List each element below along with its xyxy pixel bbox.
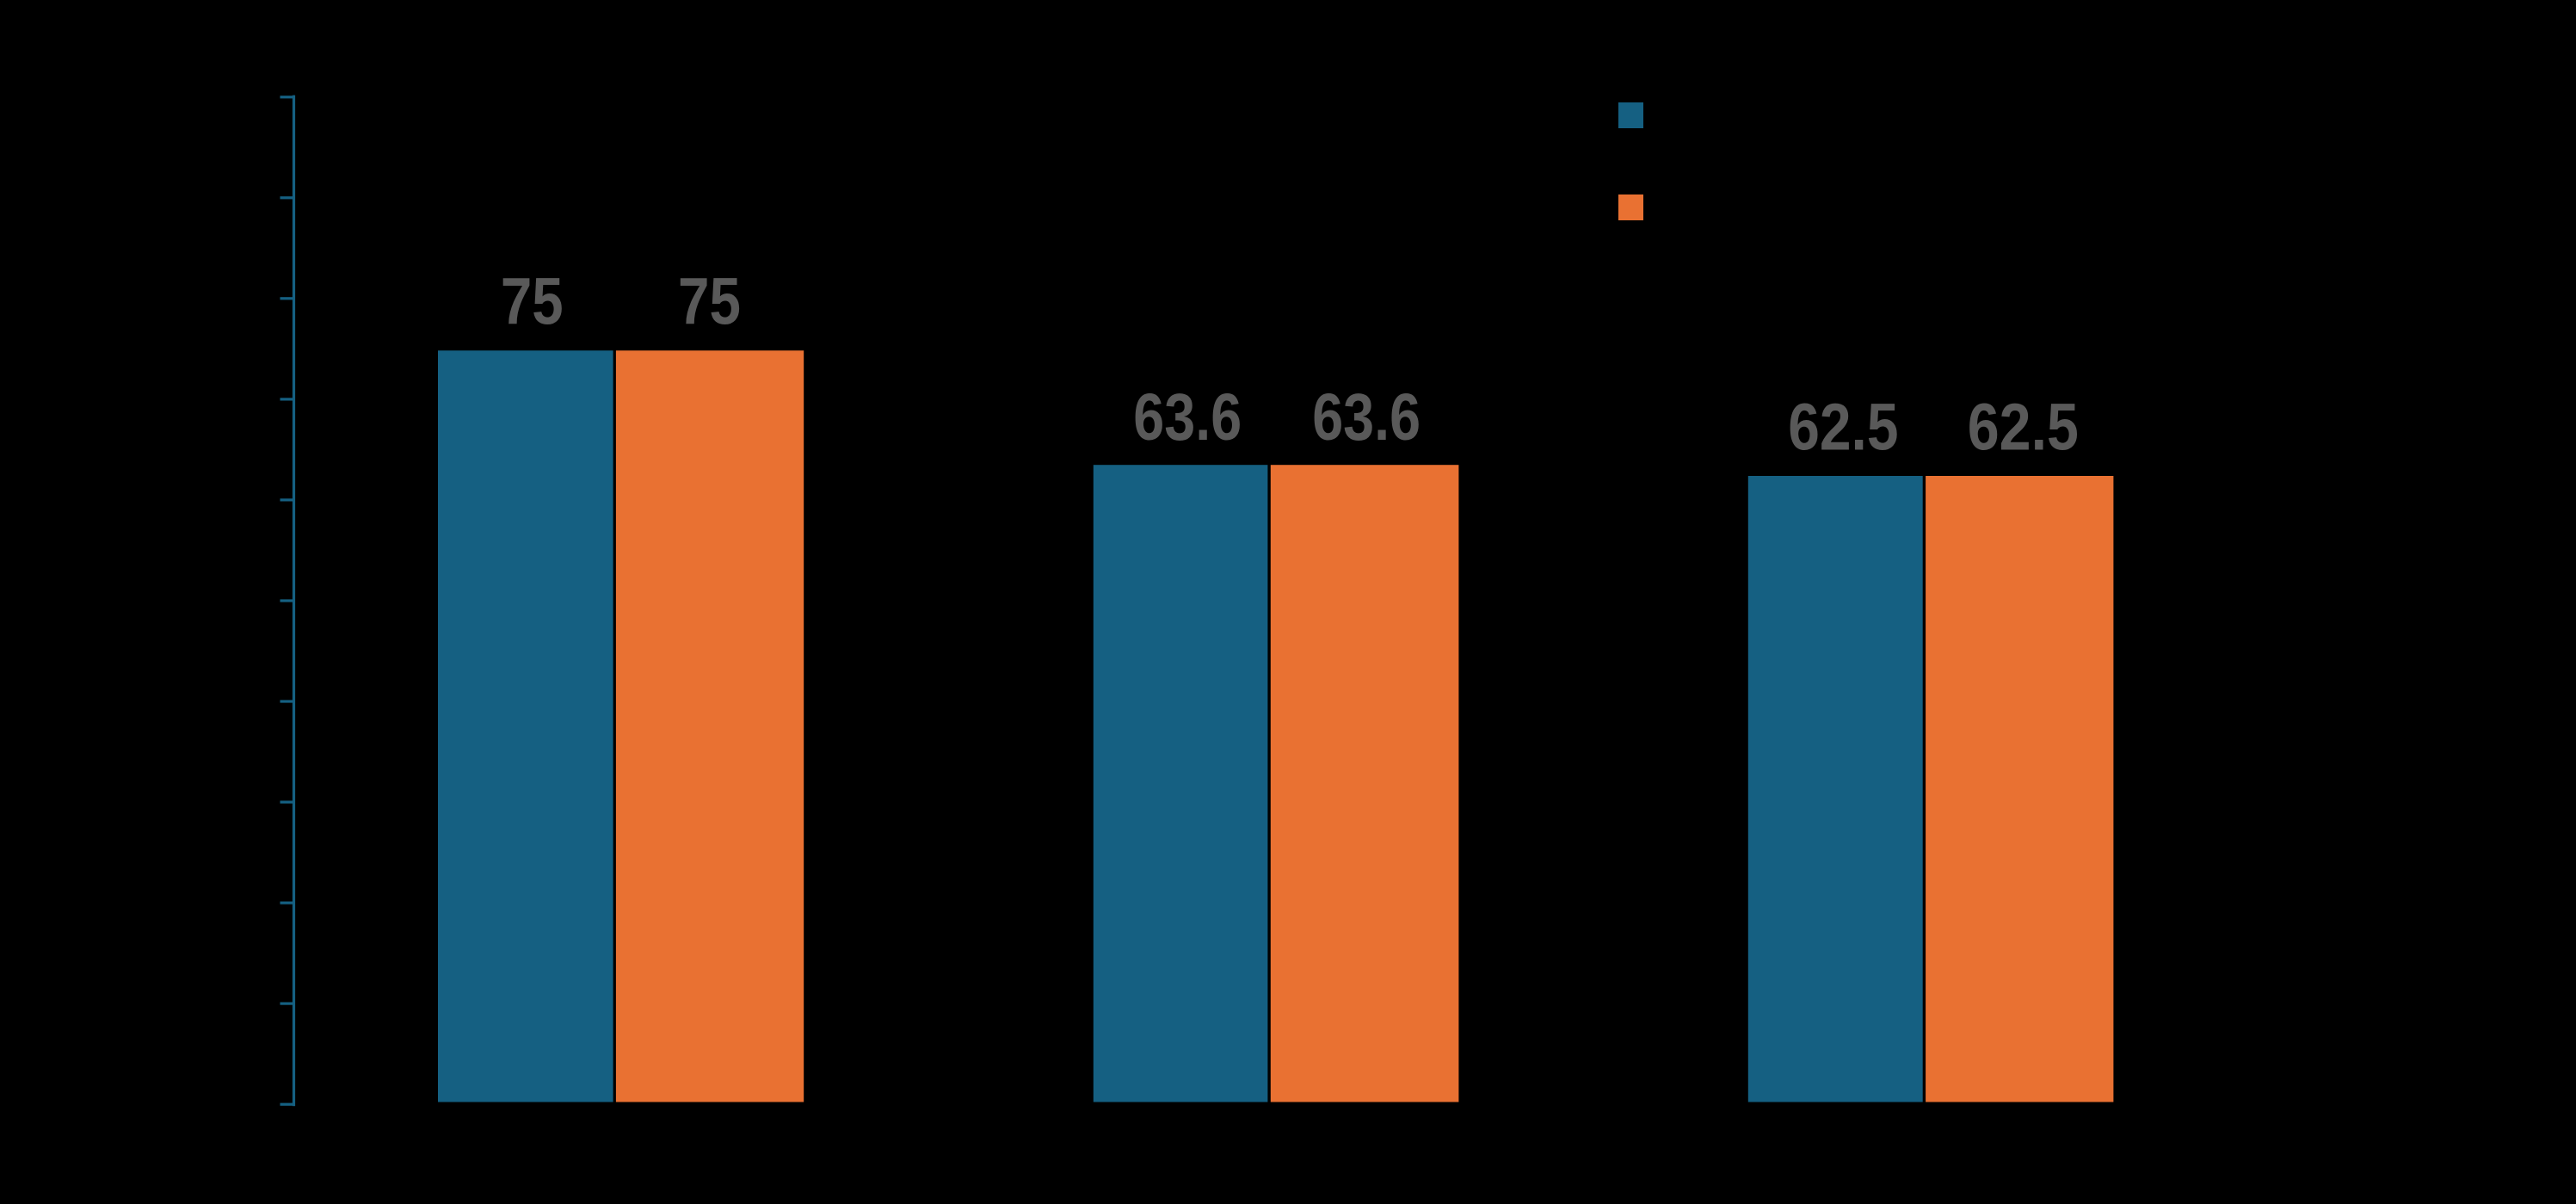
svg-text:75: 75 [678,265,741,339]
svg-text:75: 75 [501,265,564,339]
svg-text:63.6: 63.6 [1133,380,1242,454]
svg-text:62.5: 62.5 [1968,391,2079,465]
svg-text:63.6: 63.6 [1312,380,1420,454]
svg-text:62.5: 62.5 [1788,391,1898,465]
